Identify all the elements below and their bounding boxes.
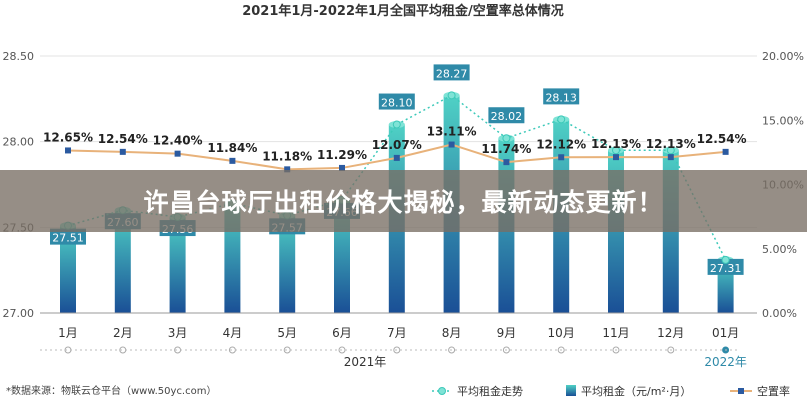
legend-label: 平均租金（元/m²·月） (581, 384, 691, 398)
rent-label-bg (50, 228, 86, 245)
vacancy-point (558, 154, 565, 161)
trend-point (502, 134, 511, 143)
x-tick-label: 5月 (277, 326, 297, 340)
vacancy-line: 12.65% 12.54% 12.40% 11.84% 11.18% 11.29% 12.0… (43, 125, 747, 173)
right-tick-label: 15.00% (762, 114, 804, 127)
x-tick-label: 01月 (712, 326, 739, 340)
vacancy-data-label: 12.13% (591, 137, 641, 151)
x-tick-label: 8月 (442, 326, 462, 340)
vacancy-data-label: 12.65% (43, 130, 93, 144)
rent-label-bg (378, 93, 415, 110)
vacancy-data-label: 12.07% (372, 138, 422, 152)
year-label: 2021年 (344, 355, 387, 369)
rent-data-label: 28.10 (381, 97, 413, 110)
rent-label-bg (707, 258, 744, 275)
x-tick-label: 3月 (168, 326, 188, 340)
legend-label: 平均租金走势 (457, 384, 523, 398)
x-tick-label: 4月 (223, 326, 243, 340)
year-label: 2022年 (704, 355, 747, 369)
x-tick-label: 1月 (58, 326, 78, 340)
vacancy-point (174, 150, 181, 157)
vacancy-data-label: 12.54% (697, 132, 747, 146)
trend-point (666, 146, 675, 155)
trend-point (721, 255, 730, 264)
rent-label-bg (433, 64, 470, 81)
vacancy-data-label: 12.13% (646, 137, 696, 151)
x-tick-label: 7月 (387, 326, 407, 340)
source-note: *数据来源：物联云仓平台（www.50yc.com） (6, 384, 216, 397)
rent-bar (60, 225, 76, 313)
chart-title: 2021年1月-2022年1月全国平均租金/空置率总体情况 (242, 3, 564, 19)
vacancy-data-label: 13.11% (427, 125, 477, 139)
x-tick-label: 9月 (497, 326, 517, 340)
vacancy-data-label: 11.84% (207, 141, 257, 155)
trend-point (612, 146, 620, 155)
rent-bar (279, 215, 296, 313)
rent-data-label: 27.31 (710, 262, 742, 275)
rent-bar (114, 210, 131, 313)
trend-point (557, 115, 566, 124)
vacancy-point (393, 154, 400, 161)
legend: 平均租金走势 平均租金（元/m²·月） 空置率 (432, 384, 790, 398)
right-tick-label: 0.00% (762, 307, 797, 320)
vacancy-point (119, 148, 126, 155)
legend-label: 空置率 (757, 384, 790, 398)
right-tick-label: 5.00% (762, 243, 797, 256)
vacancy-point (448, 141, 455, 148)
overlay-title: 许昌台球厅出租价格大揭秘，最新动态更新！ (143, 188, 664, 217)
legend-swatch-bar (566, 385, 576, 396)
legend-marker-vacancy (738, 388, 744, 394)
vacancy-point (667, 154, 674, 161)
vacancy-point (229, 157, 236, 164)
vacancy-data-label: 11.18% (262, 149, 312, 163)
legend-marker-trend (438, 387, 446, 395)
trend-point (447, 91, 456, 100)
vacancy-data-label: 12.54% (98, 132, 148, 146)
vacancy-data-label: 12.12% (536, 137, 586, 151)
vacancy-data-label: 11.29% (317, 148, 367, 162)
vacancy-data-label: 11.74% (481, 142, 531, 156)
rent-data-label: 28.02 (491, 110, 523, 123)
left-tick-label: 27.00 (3, 307, 35, 320)
right-tick-label: 20.00% (762, 50, 804, 63)
vacancy-point (503, 159, 510, 166)
rent-data-label: 27.51 (52, 232, 84, 245)
left-tick-label: 28.00 (3, 136, 35, 149)
vacancy-data-label: 12.40% (153, 134, 203, 148)
vacancy-point (722, 148, 729, 155)
x-tick-label: 12月 (657, 326, 684, 340)
rent-data-label: 28.27 (436, 67, 468, 80)
vacancy-point (613, 154, 619, 161)
x-axis: 1月 2月 3月 4月 5月 6月 7月 8月 9月 10月 11月 12月 01月 2021年 2022年 (40, 312, 757, 369)
rent-data-label: 28.13 (545, 91, 577, 104)
x-tick-label: 11月 (602, 326, 629, 340)
left-tick-label: 28.50 (3, 50, 35, 63)
x-tick-label: 2月 (113, 326, 133, 340)
vacancy-point (284, 166, 291, 173)
overlay-band (0, 170, 807, 232)
rent-label-bg (488, 107, 525, 124)
rent-bar (169, 217, 186, 313)
vacancy-point (339, 164, 345, 171)
vacancy-point (65, 147, 71, 154)
trend-point (392, 120, 401, 129)
x-tick-label: 10月 (548, 326, 575, 340)
x-tick-label: 6月 (332, 326, 352, 340)
rent-label-bg (543, 88, 580, 105)
